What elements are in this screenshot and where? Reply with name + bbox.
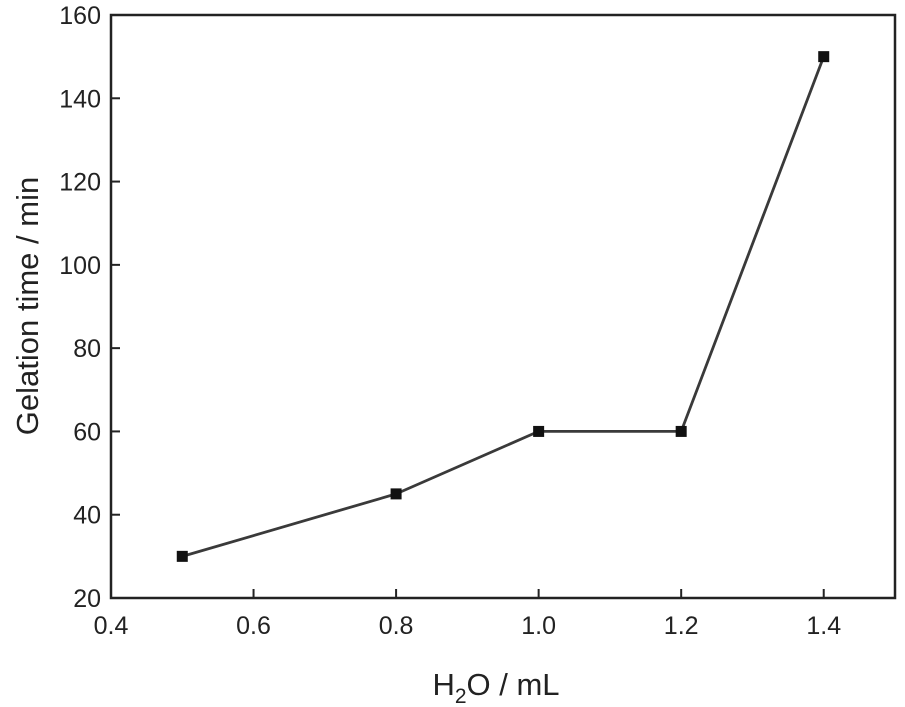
y-tick-label: 140: [59, 85, 101, 113]
x-tick-label: 1.4: [806, 612, 841, 640]
x-axis-title-main: H: [432, 667, 454, 702]
y-axis-title: Gelation time / min: [10, 177, 45, 435]
data-series: [176, 51, 830, 562]
data-point-marker: [818, 51, 830, 63]
x-tick-label: 0.6: [236, 612, 271, 640]
x-tick-label: 1.2: [664, 612, 699, 640]
x-axis-title-subscript: 2: [455, 685, 467, 707]
x-axis-title: H2O / mL: [432, 667, 559, 707]
x-tick-label: 0.4: [94, 612, 129, 640]
y-tick-label: 80: [73, 335, 101, 363]
y-tick-label: 20: [73, 585, 101, 613]
plot-frame: [109, 13, 897, 600]
x-tick-label: 0.8: [379, 612, 414, 640]
axis-frame: [109, 13, 897, 600]
data-point-marker: [675, 425, 687, 437]
y-tick-label: 160: [59, 2, 101, 30]
data-point-marker: [390, 488, 402, 500]
y-tick-label: 40: [73, 502, 101, 530]
y-tick-label: 120: [59, 169, 101, 197]
y-tick-label: 60: [73, 418, 101, 446]
y-axis-ticks: 20 40 60 80 100 120 140 160: [59, 2, 120, 613]
x-axis-ticks: 0.4 0.6 0.8 1.0 1.2 1.4: [94, 589, 841, 640]
data-point-marker: [533, 425, 545, 437]
y-tick-label: 100: [59, 252, 101, 280]
axis-titles: H2O / mL Gelation time / min: [10, 177, 560, 707]
data-point-marker: [176, 550, 188, 562]
x-axis-title-rest: O / mL: [467, 667, 560, 702]
series-line: [181, 56, 826, 558]
x-tick-label: 1.0: [521, 612, 556, 640]
